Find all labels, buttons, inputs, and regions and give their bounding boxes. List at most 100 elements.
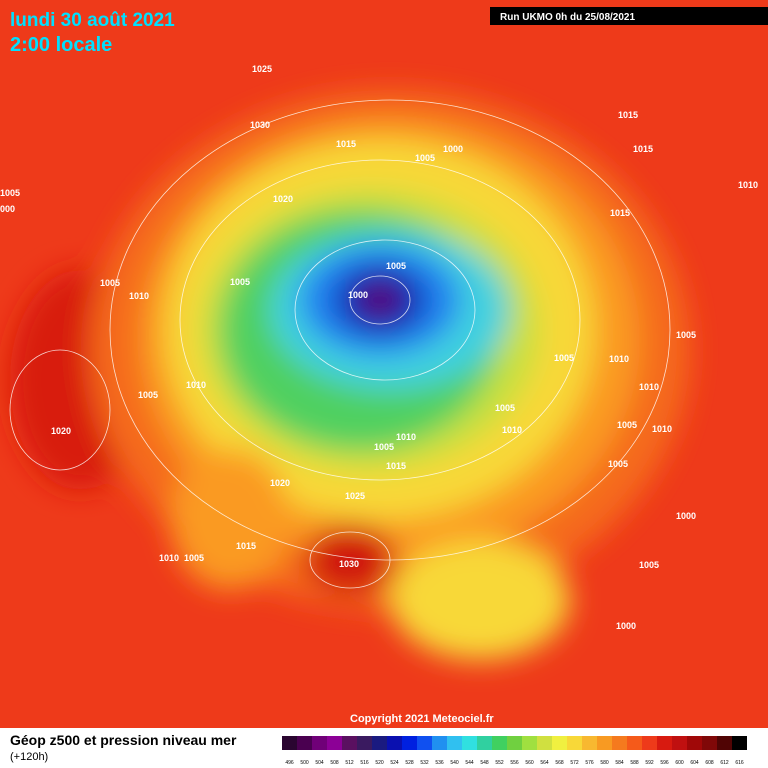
isobar-label: 1005 [676,330,696,340]
scale-swatch [552,736,567,750]
scale-label: 544 [465,760,474,766]
isobar-label: 1025 [345,491,365,501]
scale-swatch [357,736,372,750]
isobar-label: 1005 [386,261,406,271]
scale-swatch [327,736,342,750]
isobar-label: 1000 [443,144,463,154]
scale-swatch [567,736,582,750]
scale-swatch [687,736,702,750]
date-title: lundi 30 août 2021 [10,10,175,31]
isobar-label: 1030 [339,559,359,569]
scale-swatch [447,736,462,750]
isobar-label: 1005 [138,390,158,400]
scale-swatch [417,736,432,750]
scale-swatch [702,736,717,750]
footer-lead: (+120h) [10,751,48,763]
geopotential-field [0,0,768,728]
isobar-label: 1020 [273,194,293,204]
isobar-label: 1030 [250,120,270,130]
isobar-label: 1000 [676,511,696,521]
scale-label: 552 [495,760,504,766]
isobar-label: 1015 [386,461,406,471]
isobar-label: 1015 [236,541,256,551]
scale-label: 556 [510,760,519,766]
scale-label: 612 [720,760,729,766]
scale-label: 588 [630,760,639,766]
time-title: 2:00 locale [10,34,112,56]
isobar-label: 1010 [186,380,206,390]
scale-label: 512 [345,760,354,766]
isobar-label: 1010 [652,424,672,434]
isobar-label: 1010 [609,354,629,364]
scale-swatch [582,736,597,750]
copyright: Copyright 2021 Meteociel.fr [350,713,494,725]
scale-label: 508 [330,760,339,766]
isobar-label: 1000 [616,621,636,631]
isobar-label: 1005 [374,442,394,452]
scale-label: 536 [435,760,444,766]
scale-label: 532 [420,760,429,766]
isobar-label: 1005 [184,553,204,563]
isobar-label: 1010 [159,553,179,563]
scale-label: 568 [555,760,564,766]
isobar-label: 1005 [230,277,250,287]
scale-swatch [612,736,627,750]
scale-label: 500 [300,760,309,766]
isobar-label: 1005 [617,420,637,430]
scale-label: 560 [525,760,534,766]
scale-swatch [732,736,747,750]
isobar-label: 1005 [100,278,120,288]
scale-label: 600 [675,760,684,766]
run-box [490,7,768,25]
scale-swatch [282,736,297,750]
scale-label: 584 [615,760,624,766]
scale-label: 496 [285,760,294,766]
scale-label: 596 [660,760,669,766]
scale-label: 608 [705,760,714,766]
scale-swatch [372,736,387,750]
scale-label: 580 [600,760,609,766]
isobar-label: 1010 [738,180,758,190]
scale-label: 572 [570,760,579,766]
isobar-label: 1005 [495,403,515,413]
scale-swatch [312,736,327,750]
footer-title: Géop z500 et pression niveau mer [10,732,237,748]
scale-swatch [597,736,612,750]
scale-swatch [462,736,477,750]
scale-swatch [672,736,687,750]
isobar-label: 1010 [129,291,149,301]
isobar-label: 1005 [554,353,574,363]
scale-label: 540 [450,760,459,766]
scale-label: 616 [735,760,744,766]
scale-swatch [522,736,537,750]
scale-swatch [432,736,447,750]
run-label: Run UKMO 0h du 25/08/2021 [500,12,635,23]
isobar-label: 1020 [270,478,290,488]
scale-swatch [492,736,507,750]
scale-swatch [402,736,417,750]
isobar-label: 1015 [633,144,653,154]
scale-swatch [297,736,312,750]
isobar-label: 1000 [348,290,368,300]
scale-swatch [342,736,357,750]
isobar-label: 1010 [502,425,522,435]
isobar-label: 1005 [0,188,20,198]
isobar-label: 1015 [336,139,356,149]
scale-label: 604 [690,760,699,766]
isobar-label: 000 [0,204,15,214]
scale-label: 504 [315,760,324,766]
scale-label: 516 [360,760,369,766]
scale-label: 592 [645,760,654,766]
isobar-label: 1005 [415,153,435,163]
scale-label: 520 [375,760,384,766]
scale-swatch [717,736,732,750]
scale-label: 528 [405,760,414,766]
scale-swatch [507,736,522,750]
isobar-label: 1015 [618,110,638,120]
isobar-label: 1020 [51,426,71,436]
scale-label: 524 [390,760,399,766]
scale-label: 576 [585,760,594,766]
isobar-label: 1005 [608,459,628,469]
isobar-label: 1010 [639,382,659,392]
